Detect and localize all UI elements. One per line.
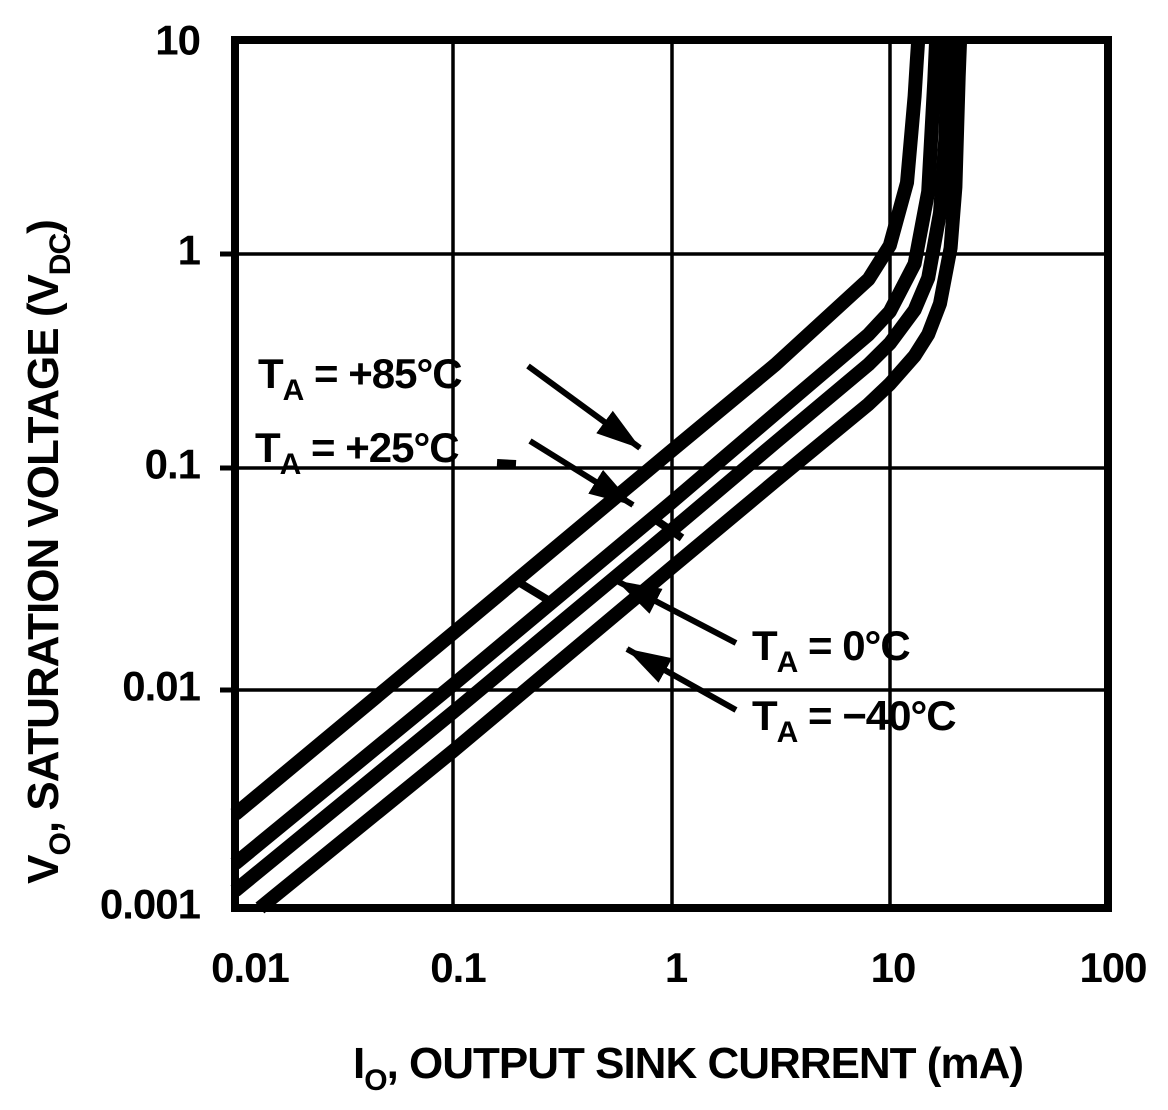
curve-ta-plus25c xyxy=(230,39,944,870)
y-tick-labels: 10 1 0.1 0.01 0.001 xyxy=(100,17,202,928)
x-tick-10: 10 xyxy=(871,944,916,991)
x-tick-0.01: 0.01 xyxy=(211,944,289,991)
y-axis-title: VO, SATURATION VOLTAGE (VDC) xyxy=(19,220,77,884)
label-ta-minus40c: TA = −40°C xyxy=(752,692,956,749)
plot-border xyxy=(231,36,1112,912)
y-tick-0.1: 0.1 xyxy=(145,441,201,488)
x-tick-100: 100 xyxy=(1079,944,1146,991)
label-ta-plus25c: TA = +25°C xyxy=(255,424,459,481)
arrow-ta-plus25c xyxy=(528,438,635,508)
leader-arrows xyxy=(526,363,738,713)
y-tick-10: 10 xyxy=(155,17,200,64)
y-tick-0.001: 0.001 xyxy=(100,881,201,928)
leader-dash-1 xyxy=(496,459,517,468)
curves xyxy=(230,39,968,914)
leader-dashes xyxy=(496,459,685,604)
arrow-ta-plus85c xyxy=(526,363,642,451)
curve-ta-0c xyxy=(230,39,956,897)
leader-dash-2 xyxy=(647,512,685,542)
curve-ta-minus40c xyxy=(255,39,968,914)
x-tick-0.1: 0.1 xyxy=(430,944,486,991)
label-ta-0c: TA = 0°C xyxy=(752,622,910,679)
x-axis-title: IO, OUTPUT SINK CURRENT (mA) xyxy=(353,1039,1023,1097)
x-tick-labels: 0.01 0.1 1 10 100 xyxy=(211,944,1147,991)
y-tick-0.01: 0.01 xyxy=(122,663,200,710)
y-tick-1: 1 xyxy=(178,227,201,274)
arrow-ta-0c xyxy=(615,578,738,646)
label-ta-plus85c: TA = +85°C xyxy=(258,350,462,407)
arrow-ta-minus40c xyxy=(625,646,738,713)
leader-dash-3 xyxy=(512,576,551,604)
curve-ta-plus85c xyxy=(230,39,926,820)
x-tick-1: 1 xyxy=(665,944,688,991)
temperature-labels: TA = +85°C TA = +25°C TA = 0°C TA = −40°… xyxy=(255,350,957,749)
